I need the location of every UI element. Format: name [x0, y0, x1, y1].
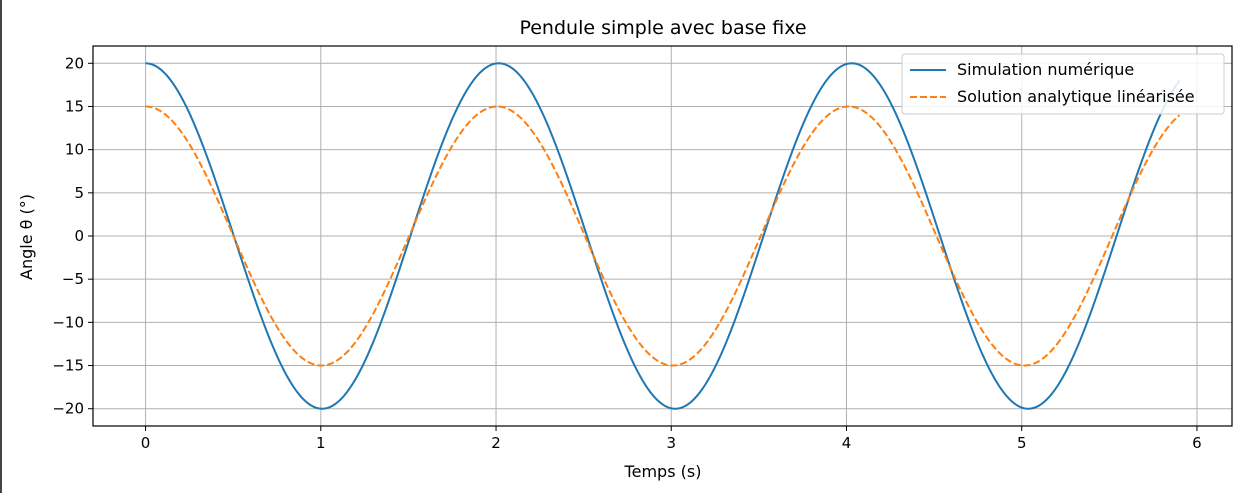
- y-tick-label: 5: [74, 184, 84, 202]
- y-tick-label: 10: [65, 141, 84, 159]
- x-tick-label: 6: [1192, 434, 1202, 452]
- window-left-edge: [0, 0, 2, 493]
- y-tick-label: −5: [62, 270, 84, 288]
- y-tick-label: −15: [52, 357, 84, 375]
- grid: [93, 46, 1232, 426]
- x-tick-label: 3: [666, 434, 676, 452]
- y-axis-label: Angle θ (°): [17, 194, 36, 280]
- legend-box: [901, 53, 1225, 115]
- series-lines: [145, 62, 1181, 410]
- chart-title: Pendule simple avec base fixe: [519, 17, 806, 39]
- y-tick-label: 15: [65, 97, 84, 115]
- x-tick-label: 4: [842, 434, 852, 452]
- legend-label-1: Simulation numérique: [957, 60, 1134, 79]
- axes-frame: [92, 45, 1233, 427]
- y-tick-label: −20: [52, 400, 84, 418]
- x-tick-label: 0: [141, 434, 151, 452]
- x-axis-label: Temps (s): [624, 462, 702, 481]
- x-tick-label: 2: [491, 434, 501, 452]
- legend-label-2: Solution analytique linéarisée: [957, 87, 1195, 106]
- x-tick-label: 1: [316, 434, 326, 452]
- y-tick-label: 20: [65, 54, 84, 72]
- axis-ticks: 0 1 2 3 4 5 6 20 15 10 5 0 −5 −10 −15 −20: [52, 54, 1201, 452]
- series-line-1: [145, 62, 1181, 410]
- x-tick-label: 5: [1017, 434, 1027, 452]
- legend: Simulation numérique Solution analytique …: [901, 53, 1225, 115]
- y-tick-label: −10: [52, 313, 84, 331]
- series-line-2: [145, 105, 1181, 367]
- y-tick-label: 0: [74, 227, 84, 245]
